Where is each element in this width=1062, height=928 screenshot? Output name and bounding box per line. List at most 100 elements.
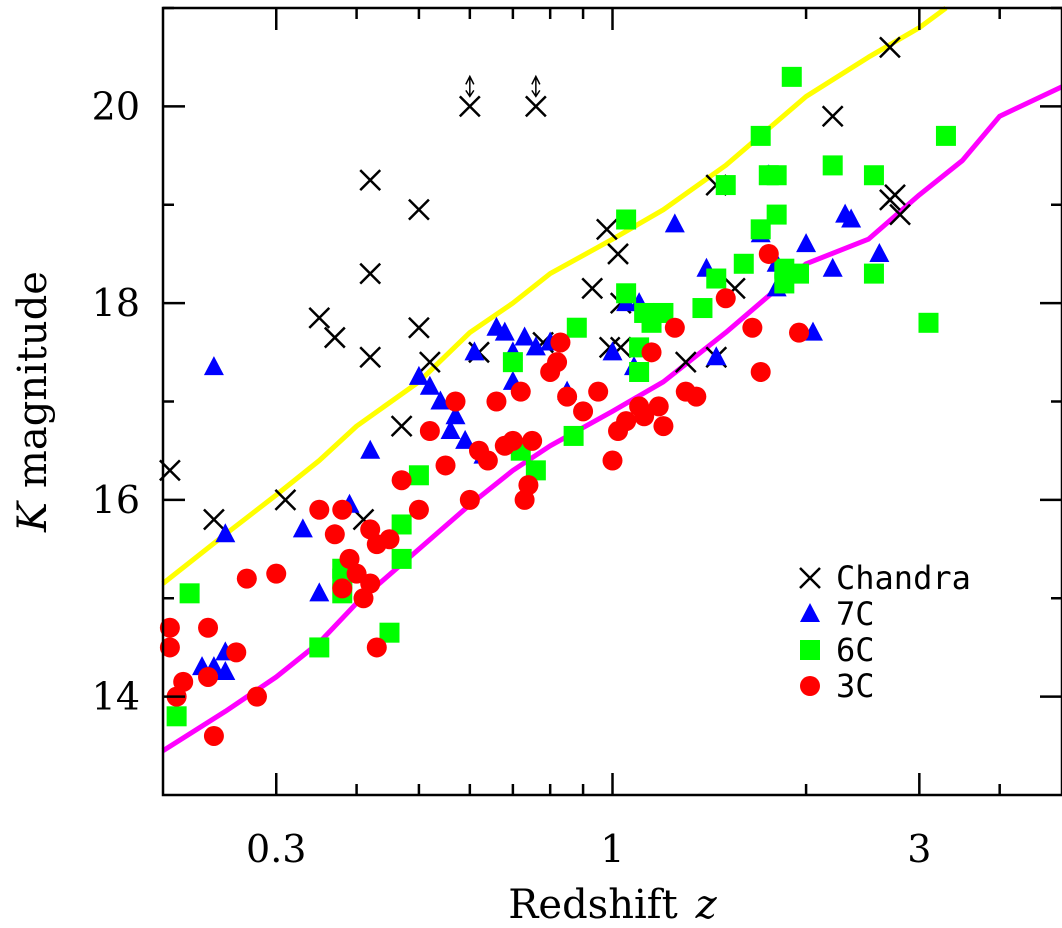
7c-point: [514, 326, 535, 346]
chandra-point: [408, 316, 430, 339]
3c-point: [653, 416, 674, 437]
6c-point: [781, 66, 802, 87]
3c-point: [459, 489, 480, 510]
3c-point: [379, 529, 400, 550]
7c-point: [203, 356, 224, 376]
3c-point: [634, 406, 655, 427]
chandra-point: [418, 351, 441, 374]
chandra-point: [308, 306, 331, 329]
3c-point: [203, 725, 224, 746]
7c-point: [869, 242, 890, 262]
7c-point: [309, 582, 330, 602]
legend-marker-chandra: [799, 567, 821, 589]
3c-point: [573, 401, 594, 422]
6c-point: [391, 514, 412, 535]
6c-point: [408, 465, 429, 486]
3c-point: [686, 386, 707, 407]
7c-point: [215, 661, 236, 681]
7c-point: [360, 439, 381, 459]
6c-point: [502, 352, 523, 373]
3c-point: [557, 386, 578, 407]
3c-point: [616, 411, 637, 432]
6c-point: [566, 317, 587, 338]
legend-marker-6c: [800, 640, 820, 660]
chandra-point: [524, 95, 547, 118]
upper-limit-arrow: [465, 74, 475, 98]
3c-point: [226, 642, 247, 663]
6c-point: [309, 637, 330, 658]
7c-point: [494, 321, 515, 341]
6c-point: [863, 165, 884, 186]
7c-point: [796, 233, 817, 253]
axis-tick-labels: 0.3 1 3 14 16 18 20: [92, 84, 932, 871]
legend-marker-3c: [800, 676, 820, 696]
chandra-point: [323, 326, 346, 349]
3c-point: [664, 317, 685, 338]
chandra-point: [607, 243, 629, 265]
chandra-point: [674, 351, 697, 374]
3c-point: [518, 475, 539, 496]
7c-point: [215, 523, 236, 543]
3c-point: [750, 361, 771, 382]
3c-point: [641, 342, 662, 363]
3c-point: [789, 322, 810, 343]
legend-label-3c: 3C: [836, 667, 875, 705]
3c-point: [522, 430, 543, 451]
6c-point: [822, 155, 843, 176]
7c-point: [440, 420, 461, 440]
6c-point: [789, 263, 810, 284]
3c-point: [715, 288, 736, 309]
y-tick-label: 14: [92, 675, 140, 719]
3c-point: [477, 450, 498, 471]
3c-point: [266, 563, 287, 584]
upper-limit-arrow: [531, 74, 541, 98]
legend-label-chandra: Chandra: [836, 559, 971, 597]
6c-point: [616, 283, 637, 304]
3c-point: [588, 381, 609, 402]
3c-point: [408, 499, 429, 520]
chandra-point: [595, 218, 618, 241]
3c-point: [309, 499, 330, 520]
6c-point: [863, 263, 884, 284]
model-curve-1: [161, 5, 948, 586]
7c-point: [419, 375, 440, 395]
legend-label-7c: 7C: [836, 595, 875, 633]
chandra-point: [203, 508, 225, 531]
chandra-point: [359, 262, 382, 285]
model-curves: [161, 5, 1062, 753]
3c-point: [486, 391, 507, 412]
6c-point: [379, 622, 400, 643]
3c-point: [602, 450, 623, 471]
7c-point: [455, 429, 476, 449]
x-tick-label: 3: [907, 827, 931, 871]
legend-label-6c: 6C: [836, 631, 875, 669]
6c-point: [766, 204, 787, 225]
chandra-point: [408, 198, 430, 221]
plot-frame: [161, 6, 1062, 797]
7c-point: [706, 346, 727, 366]
3c-point: [246, 686, 267, 707]
y-tick-label: 20: [92, 84, 140, 128]
chandra-point: [884, 184, 906, 206]
3c-point: [391, 470, 412, 491]
6c-point: [525, 460, 546, 481]
6c-point: [179, 583, 200, 604]
6c-point: [692, 298, 713, 319]
6c-point: [629, 361, 650, 382]
chandra-point: [879, 36, 901, 59]
7c-point: [664, 213, 685, 233]
7c-point: [525, 336, 546, 356]
6c-point: [750, 125, 771, 146]
3c-point: [332, 578, 353, 599]
3c-point: [159, 617, 180, 638]
3c-point: [648, 396, 669, 417]
y-tick-label: 16: [92, 478, 140, 522]
chandra-point: [889, 203, 911, 226]
3c-point: [360, 573, 381, 594]
3c-point: [236, 568, 257, 589]
3c-point: [159, 637, 180, 658]
3c-point: [758, 243, 779, 264]
3c-point: [502, 430, 523, 451]
model-curve-2: [161, 84, 1062, 753]
